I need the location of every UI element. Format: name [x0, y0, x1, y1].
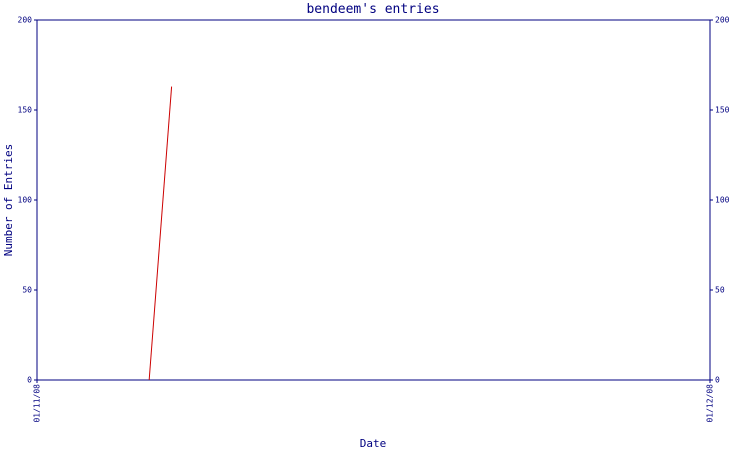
x-tick-label: 01/11/08	[33, 384, 42, 423]
y2-tick-label: 150	[715, 106, 730, 115]
y-tick-label: 50	[22, 286, 32, 295]
chart-title: bendeem's entries	[306, 2, 439, 17]
x-tick-label: 01/12/08	[706, 384, 715, 423]
y-tick-label: 0	[27, 376, 32, 385]
data-line	[148, 86, 173, 381]
x-axis-label: Date	[360, 437, 387, 450]
y2-tick-label: 200	[715, 16, 730, 25]
y-tick-label: 100	[18, 196, 33, 205]
y2-tick-label: 50	[715, 286, 725, 295]
plot-frame	[36, 19, 711, 381]
y-tick-label: 200	[18, 16, 33, 25]
y2-tick-label: 100	[715, 196, 730, 205]
y-axis-label: Number of Entries	[2, 144, 15, 257]
y-tick-label: 150	[18, 106, 33, 115]
y2-tick-label: 0	[715, 376, 720, 385]
